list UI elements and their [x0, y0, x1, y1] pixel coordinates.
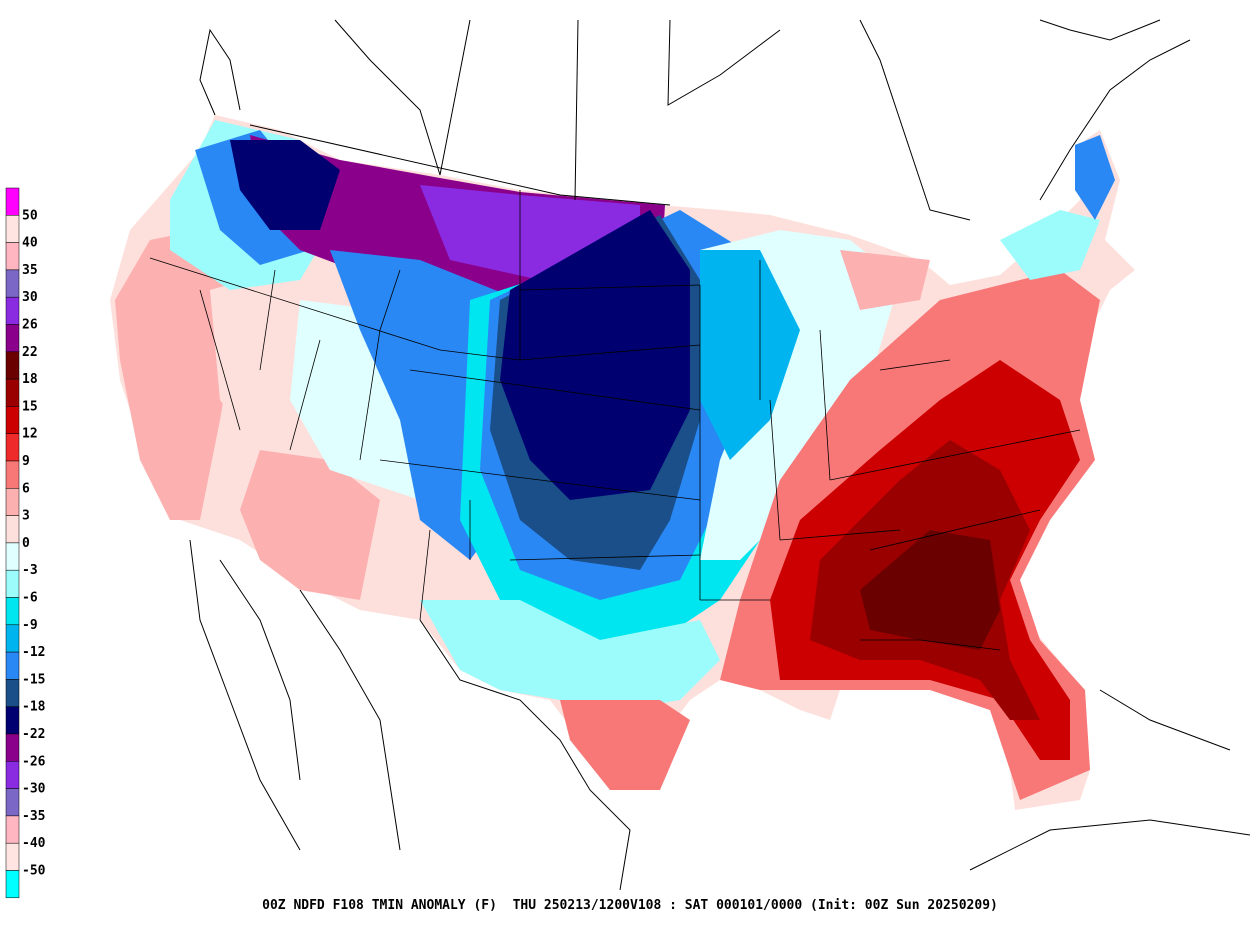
legend-label: -3 [22, 563, 38, 578]
legend-swatch [5, 515, 20, 544]
legend-swatch [5, 706, 20, 735]
northeast-cyan [1000, 210, 1100, 280]
legend-label: -40 [22, 836, 46, 851]
legend-label: -26 [22, 754, 46, 769]
legend-swatch [5, 488, 20, 516]
great-lakes-pink [840, 250, 930, 310]
legend-label: 50 [22, 208, 38, 223]
south-texas-pink [560, 700, 690, 790]
legend-label: -50 [22, 864, 46, 879]
color-legend: 5040353026221815129630-3-6-9-12-15-18-22… [5, 187, 46, 899]
legend-label: 26 [22, 318, 38, 333]
legend-label: 35 [22, 263, 38, 278]
legend-swatch [5, 733, 20, 762]
legend-swatch [5, 351, 20, 380]
legend-label: 6 [22, 481, 30, 496]
outlines [189, 19, 1251, 891]
legend-swatch [5, 378, 20, 407]
legend-swatch [5, 788, 20, 817]
legend-label: 30 [22, 290, 38, 305]
plains-navy-core [500, 210, 690, 500]
maine-blue [1075, 135, 1115, 220]
legend-swatch [5, 624, 20, 653]
legend-swatch [5, 842, 20, 871]
northwest-navy [230, 140, 340, 230]
legend-label: 18 [22, 372, 38, 387]
legend-label: 15 [22, 399, 38, 414]
legend-label: 22 [22, 345, 38, 360]
legend-label: -18 [22, 700, 46, 715]
legend-swatch [5, 870, 20, 899]
legend-swatch [5, 187, 20, 216]
legend-label: 9 [22, 454, 30, 469]
west-pink-region [115, 230, 240, 520]
legend-swatch [5, 815, 20, 844]
legend-swatch [5, 569, 20, 598]
map-title: 00Z NDFD F108 TMIN ANOMALY (F) THU 25021… [262, 898, 998, 913]
legend-swatch [5, 761, 20, 789]
legend-swatch [5, 215, 20, 243]
southeast-maroon [860, 530, 1000, 650]
legend-swatch [5, 242, 20, 271]
legend-label: -15 [22, 672, 45, 687]
legend-label: 40 [22, 236, 38, 251]
legend-swatch [5, 651, 20, 680]
legend-swatch [5, 679, 20, 707]
legend-label: -35 [22, 809, 45, 824]
legend-label: 12 [22, 427, 38, 442]
legend-label: 0 [22, 536, 30, 551]
upper-midwest-blue [700, 250, 800, 460]
legend-swatch [5, 296, 20, 325]
texas-light-cyan [420, 600, 720, 710]
legend-swatch [5, 542, 20, 571]
legend-label: -12 [22, 645, 45, 660]
state-borders [149, 190, 1081, 651]
legend-label: -30 [22, 782, 46, 797]
legend-swatch [5, 269, 20, 298]
legend-swatch [5, 460, 20, 489]
legend-swatch [5, 597, 20, 626]
legend-swatch [5, 406, 20, 434]
legend-label: -22 [22, 727, 45, 742]
southwest-pink-region [240, 450, 380, 600]
legend-label: 3 [22, 509, 30, 524]
legend-label: -6 [22, 591, 38, 606]
legend-label: -9 [22, 618, 38, 633]
legend-swatch [5, 433, 20, 462]
legend-swatch [5, 324, 20, 353]
